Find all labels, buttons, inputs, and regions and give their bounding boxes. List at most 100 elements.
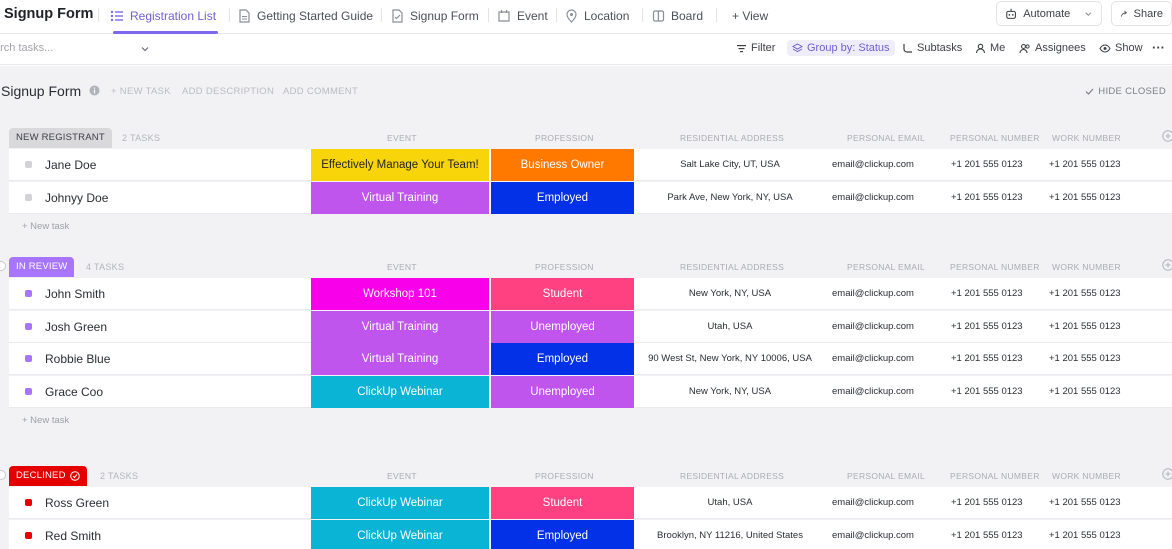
add-description-button[interactable]: ADD DESCRIPTION [182,86,275,97]
profession-tag[interactable]: Business Owner [491,149,635,181]
profession-tag[interactable]: Unemployed [491,310,635,343]
work-number-cell[interactable]: +1 201 555 0123 [1049,529,1121,541]
task-name[interactable]: Ross Green [45,496,110,510]
filter-button[interactable]: Filter [736,42,775,54]
email-cell[interactable]: email@clickup.com [832,191,914,203]
column-header-profession[interactable]: PROFESSION [535,262,594,272]
column-header-personal-number[interactable]: PERSONAL NUMBER [950,133,1040,143]
search-input[interactable]: arch tasks... [0,42,54,54]
automate-button[interactable]: Automate [996,1,1102,26]
task-name[interactable]: John Smith [45,287,106,301]
add-comment-button[interactable]: ADD COMMENT [283,86,359,97]
subtasks-button[interactable]: Subtasks [902,42,962,54]
task-name[interactable]: Red Smith [45,528,102,543]
work-number-cell[interactable]: +1 201 555 0123 [1049,159,1121,170]
me-button[interactable]: Me [975,42,1005,54]
column-header-event[interactable]: EVENT [387,133,417,143]
status-square-icon[interactable] [25,290,32,297]
event-tag[interactable]: ClickUp Webinar [311,487,490,519]
profession-tag[interactable]: Employed [491,519,635,549]
work-number-cell[interactable]: +1 201 555 0123 [1049,497,1121,508]
table-row[interactable]: Red Smith ClickUp Webinar Employed Brooklyn… [9,519,1172,549]
address-cell[interactable]: Park Ave, New York, NY, USA [667,191,793,203]
column-header-email[interactable]: PERSONAL EMAIL [847,262,926,272]
email-cell[interactable]: email@clickup.com [832,529,914,541]
work-number-cell[interactable]: +1 201 555 0123 [1049,320,1121,332]
column-header-email[interactable]: PERSONAL EMAIL [847,133,926,143]
status-square-icon[interactable] [25,355,32,363]
column-header-address[interactable]: RESIDENTIAL ADDRESS [680,262,785,272]
column-header-profession[interactable]: PROFESSION [535,471,594,481]
email-cell[interactable]: email@clickup.com [832,497,914,508]
status-square-icon[interactable] [25,531,32,539]
add-task-button[interactable]: + New task [22,221,70,232]
status-square-icon[interactable] [25,388,32,396]
address-cell[interactable]: Utah, USA [707,320,753,332]
add-column-icon[interactable] [1162,468,1172,480]
work-number-cell[interactable]: +1 201 555 0123 [1049,288,1121,299]
address-cell[interactable]: Brooklyn, NY 11216, United States [657,529,803,541]
assignees-button[interactable]: Assignees [1019,42,1086,54]
column-header-address[interactable]: RESIDENTIAL ADDRESS [680,133,785,143]
add-view-button[interactable]: + View [732,6,768,26]
address-cell[interactable]: Salt Lake City, UT, USA [680,159,780,170]
tab-location[interactable]: Location [565,6,629,26]
group-by-button[interactable]: Group by: Status [787,40,895,56]
column-header-personal-number[interactable]: PERSONAL NUMBER [950,471,1040,481]
column-header-work-number[interactable]: WORK NUMBER [1052,133,1121,143]
tab-event[interactable]: Event [497,6,548,26]
event-tag[interactable]: ClickUp Webinar [311,519,490,549]
collapse-toggle-icon[interactable] [0,261,6,271]
table-row[interactable]: Jane Doe Effectively Manage Your Team! Bus… [9,149,1172,181]
more-options-icon[interactable]: ··· [1152,40,1165,55]
tab-board[interactable]: Board [652,6,703,26]
share-button[interactable]: Share [1111,1,1172,26]
personal-number-cell[interactable]: +1 201 555 0123 [951,497,1023,508]
column-header-event[interactable]: EVENT [387,262,417,272]
status-square-icon[interactable] [25,161,32,168]
personal-number-cell[interactable]: +1 201 555 0123 [951,159,1023,170]
event-tag[interactable]: ClickUp Webinar [311,376,490,409]
event-tag[interactable]: Virtual Training [311,343,490,376]
column-header-email[interactable]: PERSONAL EMAIL [847,471,926,481]
table-row[interactable]: John Smith Workshop 101 Student New York, N… [9,278,1172,310]
event-tag[interactable]: Virtual Training [311,310,490,343]
address-cell[interactable]: New York, NY, USA [688,288,772,299]
new-task-button[interactable]: + NEW TASK [111,86,171,97]
status-badge[interactable]: DECLINED [9,466,87,486]
work-number-cell[interactable]: +1 201 555 0123 [1049,353,1121,365]
personal-number-cell[interactable]: +1 201 555 0123 [951,320,1023,332]
email-cell[interactable]: email@clickup.com [832,386,914,398]
table-row[interactable]: Grace Coo ClickUp Webinar Unemployed New Yo… [9,376,1172,409]
column-header-work-number[interactable]: WORK NUMBER [1052,471,1121,481]
email-cell[interactable]: email@clickup.com [832,288,914,299]
profession-tag[interactable]: Employed [491,343,635,376]
column-header-work-number[interactable]: WORK NUMBER [1052,262,1121,272]
profession-tag[interactable]: Student [491,487,635,519]
add-column-icon[interactable] [1162,259,1172,271]
email-cell[interactable]: email@clickup.com [832,159,914,170]
table-row[interactable]: Josh Green Virtual Training Unemployed Utah… [9,310,1172,343]
add-column-icon[interactable] [1162,130,1172,142]
address-cell[interactable]: Utah, USA [707,497,753,508]
task-name[interactable]: Grace Coo [45,385,104,400]
work-number-cell[interactable]: +1 201 555 0123 [1049,191,1121,203]
profession-tag[interactable]: Student [491,278,635,310]
tab-getting-started-guide[interactable]: Getting Started Guide [238,6,373,26]
email-cell[interactable]: email@clickup.com [832,320,914,332]
task-name[interactable]: Johnyy Doe [45,190,109,205]
status-square-icon[interactable] [25,193,32,201]
task-name[interactable]: Robbie Blue [45,352,111,367]
email-cell[interactable]: email@clickup.com [832,353,914,365]
hide-closed-button[interactable]: HIDE CLOSED [1085,86,1166,97]
address-cell[interactable]: New York, NY, USA [688,386,772,398]
event-tag[interactable]: Workshop 101 [311,278,490,310]
profession-tag[interactable]: Employed [491,181,635,214]
status-badge[interactable]: IN REVIEW [9,257,75,277]
event-tag[interactable]: Virtual Training [311,181,490,214]
personal-number-cell[interactable]: +1 201 555 0123 [951,386,1023,398]
task-name[interactable]: Jane Doe [45,158,97,172]
chevron-down-icon[interactable] [140,44,150,54]
table-row[interactable]: Robbie Blue Virtual Training Employed 90 We… [9,343,1172,376]
status-square-icon[interactable] [25,322,32,330]
